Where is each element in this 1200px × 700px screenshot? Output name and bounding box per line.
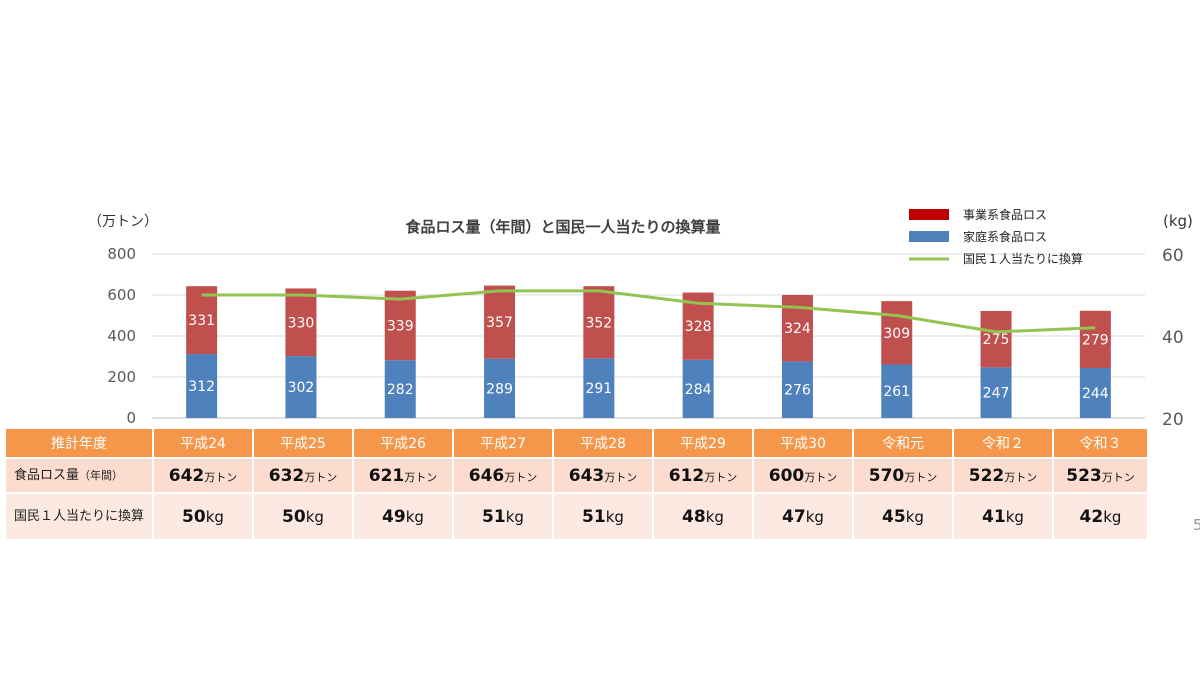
table-per-capita-cell: 51kg <box>553 493 654 541</box>
table-year-cell: 平成27 <box>453 429 554 459</box>
left-axis-tick-label: 800 <box>107 245 136 263</box>
bar <box>583 358 615 418</box>
table-per-capita-cell: 42kg <box>1053 493 1149 541</box>
table-per-capita-cell: 41kg <box>953 493 1054 541</box>
bar-data-label: 357 <box>486 315 513 331</box>
table-year-cell: 令和２ <box>953 429 1054 459</box>
left-axis-tick-label: 0 <box>126 409 136 427</box>
row-label-per-capita: 国民１人当たりに換算 <box>6 493 154 541</box>
bar-data-label: 261 <box>883 384 910 400</box>
legend-label: 事業系食品ロス <box>963 207 1047 222</box>
table-header-label: 推計年度 <box>6 429 154 459</box>
table-total-cell: 643万トン <box>553 458 654 494</box>
bar <box>881 364 913 418</box>
bar-data-label: 328 <box>685 319 712 335</box>
bar-data-label: 289 <box>486 381 513 397</box>
table-year-cell: 平成26 <box>353 429 454 459</box>
right-axis-unit: (kg) <box>1163 212 1193 230</box>
table-row-per-capita: 国民１人当たりに換算 50kg 50kg 49kg 51kg 51kg 48kg 47kg 4… <box>6 493 1149 541</box>
bar <box>285 288 317 357</box>
summary-table: 推計年度 平成24 平成25 平成26 平成27 平成28 平成29 平成30 令和元 令和２ 令… <box>6 429 1149 541</box>
bar <box>285 356 317 418</box>
table-year-cell: 令和３ <box>1053 429 1149 459</box>
table-per-capita-cell: 50kg <box>153 493 254 541</box>
food-loss-chart: 0 200 400 600 800 20 40 60 312 331 302 330 282 339 28… <box>88 207 1193 430</box>
bar <box>583 286 615 359</box>
bar-data-label: 309 <box>883 326 910 342</box>
legend-label: 国民１人当たりに換算 <box>963 251 1083 266</box>
table-row-food-loss: 食品ロス量（年間） 642万トン 632万トン 621万トン 646万トン 643万トン… <box>6 458 1149 494</box>
right-axis-tick-label: 40 <box>1162 328 1184 348</box>
bar <box>384 290 416 361</box>
table-per-capita-cell: 47kg <box>753 493 854 541</box>
bar <box>980 310 1012 368</box>
bar-data-label: 247 <box>983 386 1010 402</box>
right-axis-tick-label: 60 <box>1162 246 1184 266</box>
bar-data-label: 275 <box>983 332 1010 348</box>
table-year-cell: 平成29 <box>653 429 754 459</box>
bar <box>881 301 913 365</box>
table-total-cell: 522万トン <box>953 458 1054 494</box>
table-header-row: 推計年度 平成24 平成25 平成26 平成27 平成28 平成29 平成30 令和元 令和２ 令… <box>6 429 1149 459</box>
table-total-cell: 523万トン <box>1053 458 1149 494</box>
bar <box>781 361 813 418</box>
table-total-cell: 642万トン <box>153 458 254 494</box>
bar-data-label: 291 <box>585 381 612 397</box>
table-per-capita-cell: 45kg <box>853 493 954 541</box>
bar-data-label: 276 <box>784 383 811 399</box>
table-total-cell: 612万トン <box>653 458 754 494</box>
table-per-capita-cell: 50kg <box>253 493 354 541</box>
bar <box>682 359 714 418</box>
left-axis-tick-label: 600 <box>107 286 136 304</box>
bar <box>980 367 1012 418</box>
table-year-cell: 令和元 <box>853 429 954 459</box>
bar <box>384 360 416 418</box>
legend-label: 家庭系食品ロス <box>963 229 1047 244</box>
table-per-capita-cell: 49kg <box>353 493 454 541</box>
bar <box>186 354 218 418</box>
bar <box>186 286 218 355</box>
bar-data-label: 244 <box>1082 386 1109 402</box>
table-per-capita-cell: 48kg <box>653 493 754 541</box>
bar-data-label: 330 <box>288 315 315 331</box>
per-capita-line <box>201 289 1096 334</box>
table-year-cell: 平成24 <box>153 429 254 459</box>
table-total-cell: 570万トン <box>853 458 954 494</box>
legend-swatch <box>909 209 949 220</box>
left-axis-tick-label: 400 <box>107 327 136 345</box>
chart-title: 食品ロス量（年間）と国民一人当たりの換算量 <box>405 218 720 236</box>
bar-data-label: 324 <box>784 321 811 337</box>
page-number: 5 <box>1193 516 1200 534</box>
bar <box>1079 367 1111 418</box>
table-year-cell: 平成28 <box>553 429 654 459</box>
row-label-food-loss: 食品ロス量（年間） <box>6 458 154 494</box>
table-total-cell: 646万トン <box>453 458 554 494</box>
bar-data-label: 284 <box>685 382 712 398</box>
table-total-cell: 600万トン <box>753 458 854 494</box>
table-total-cell: 621万トン <box>353 458 454 494</box>
bar <box>484 358 516 418</box>
bar-data-label: 352 <box>585 315 612 331</box>
bar <box>1079 310 1111 368</box>
bar <box>484 285 516 359</box>
bar-data-label: 279 <box>1082 332 1109 348</box>
table-total-cell: 632万トン <box>253 458 354 494</box>
table-year-cell: 平成30 <box>753 429 854 459</box>
left-axis-tick-label: 200 <box>107 368 136 386</box>
table-per-capita-cell: 51kg <box>453 493 554 541</box>
bar-data-label: 282 <box>387 382 414 398</box>
table-year-cell: 平成25 <box>253 429 354 459</box>
left-axis-unit: （万トン） <box>88 214 158 230</box>
bar-data-label: 302 <box>288 380 315 396</box>
legend-swatch <box>909 231 949 242</box>
bar-data-label: 312 <box>188 379 215 395</box>
right-axis-tick-label: 20 <box>1162 410 1184 430</box>
bar-data-label: 331 <box>188 313 215 329</box>
bar-data-label: 339 <box>387 318 414 334</box>
